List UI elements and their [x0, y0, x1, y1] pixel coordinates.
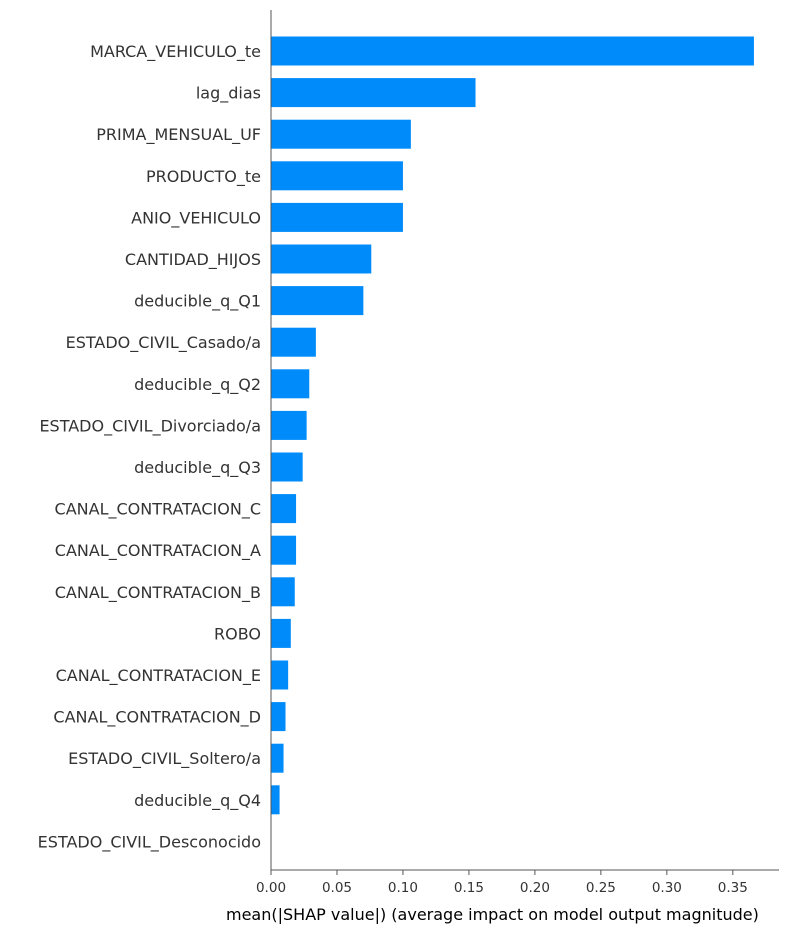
feature-labels-group: MARCA_VEHICULO_te lag_dias PRIMA_MENSUAL_U… — [38, 42, 261, 852]
bar-15 — [271, 660, 289, 690]
feature-label-14: ROBO — [214, 624, 261, 643]
feature-label-11: CANAL_CONTRATACION_C — [55, 500, 261, 520]
x-tick-label-3: 0.15 — [454, 880, 484, 896]
feature-label-10: deducible_q_Q3 — [134, 458, 261, 478]
feature-label-9: ESTADO_CIVIL_Divorciado/a — [39, 416, 261, 436]
bar-9 — [271, 410, 307, 440]
bar-12 — [271, 535, 297, 565]
bar-0 — [271, 36, 754, 66]
x-tick-label-2: 0.10 — [388, 880, 418, 896]
bar-2 — [271, 119, 411, 149]
feature-label-5: CANTIDAD_HIJOS — [125, 250, 261, 270]
bar-17 — [271, 743, 284, 773]
bar-11 — [271, 494, 297, 524]
x-ticks-group: 0.00 0.05 0.10 0.15 0.20 0.25 0.30 0.35 — [256, 870, 748, 896]
x-tick-label-4: 0.20 — [520, 880, 550, 896]
bar-5 — [271, 244, 372, 274]
feature-label-4: ANIO_VEHICULO — [131, 208, 261, 228]
bar-8 — [271, 369, 310, 399]
bar-10 — [271, 452, 303, 482]
bar-3 — [271, 161, 403, 191]
bar-18 — [271, 785, 280, 815]
feature-label-1: lag_dias — [196, 84, 261, 104]
feature-label-19: ESTADO_CIVIL_Desconocido — [38, 832, 261, 852]
bar-4 — [271, 202, 403, 232]
x-tick-label-5: 0.25 — [586, 880, 616, 896]
x-tick-label-7: 0.35 — [718, 880, 748, 896]
x-tick-label-6: 0.30 — [652, 880, 682, 896]
feature-label-3: PRODUCTO_te — [146, 167, 261, 187]
feature-label-7: ESTADO_CIVIL_Casado/a — [66, 333, 261, 353]
feature-label-13: CANAL_CONTRATACION_B — [55, 583, 261, 603]
bar-13 — [271, 577, 295, 607]
feature-label-15: CANAL_CONTRATACION_E — [56, 666, 261, 686]
x-axis-title: mean(|SHAP value|) (average impact on mo… — [226, 905, 759, 924]
bar-7 — [271, 327, 316, 357]
bar-16 — [271, 702, 286, 732]
feature-label-0: MARCA_VEHICULO_te — [90, 42, 261, 62]
feature-label-18: deducible_q_Q4 — [134, 791, 261, 811]
bar-1 — [271, 78, 476, 108]
feature-label-8: deducible_q_Q2 — [134, 375, 261, 395]
bars-group — [271, 36, 754, 815]
x-tick-label-0: 0.00 — [256, 880, 286, 896]
feature-label-6: deducible_q_Q1 — [134, 292, 261, 312]
feature-label-2: PRIMA_MENSUAL_UF — [96, 125, 261, 145]
feature-label-12: CANAL_CONTRATACION_A — [55, 541, 261, 561]
feature-label-16: CANAL_CONTRATACION_D — [53, 708, 261, 728]
bar-14 — [271, 618, 291, 648]
feature-label-17: ESTADO_CIVIL_Soltero/a — [68, 749, 261, 769]
x-tick-label-1: 0.05 — [322, 880, 352, 896]
bar-6 — [271, 286, 364, 316]
